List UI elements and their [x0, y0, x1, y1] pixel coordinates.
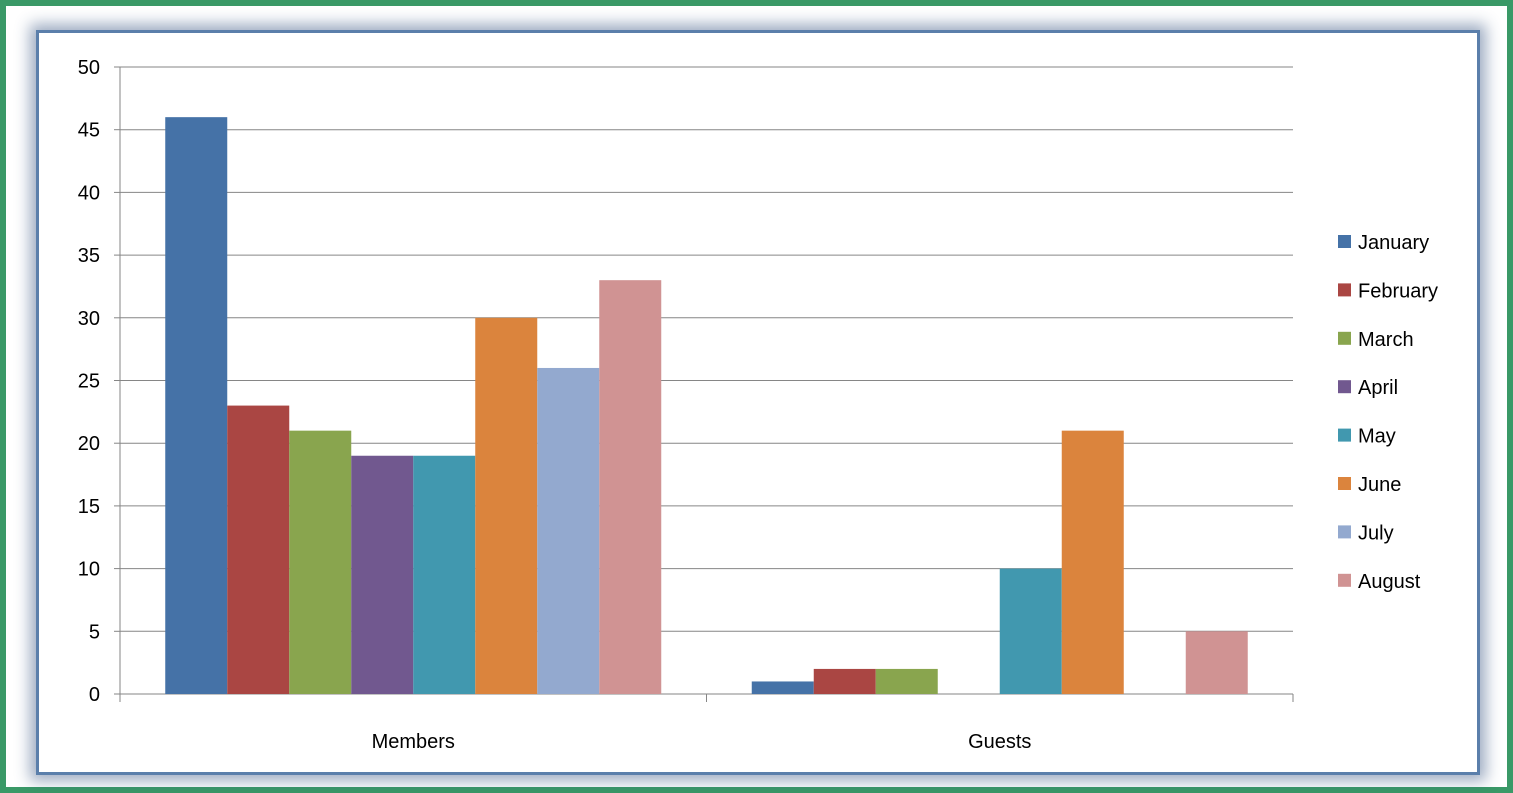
bar-january-members — [165, 117, 228, 694]
legend-swatch-may — [1338, 428, 1351, 442]
bars — [165, 117, 1248, 694]
legend-label-july: July — [1358, 522, 1394, 544]
legend-swatch-july — [1338, 525, 1351, 539]
legend-label-april: April — [1358, 377, 1398, 399]
legend-swatch-march — [1338, 331, 1351, 345]
y-tick-label: 45 — [78, 120, 100, 142]
legend-label-may: May — [1358, 426, 1396, 448]
bar-august-members — [599, 280, 662, 694]
bar-july-members — [537, 367, 600, 694]
x-category-label: Guests — [968, 731, 1031, 753]
bar-january-guests — [751, 681, 814, 694]
legend-swatch-february — [1338, 283, 1351, 297]
y-tick-label: 40 — [78, 182, 100, 204]
bar-february-members — [227, 405, 290, 694]
y-tick-label: 10 — [78, 559, 100, 581]
y-tick-label: 30 — [78, 308, 100, 330]
y-tick-label: 15 — [78, 496, 100, 518]
bar-march-members — [289, 430, 352, 694]
x-category-label: Members — [372, 731, 455, 753]
bar-june-members — [475, 317, 538, 694]
bar-may-guests — [999, 568, 1062, 694]
legend-label-january: January — [1358, 232, 1429, 254]
legend-label-june: June — [1358, 474, 1401, 496]
x-axis: Members Guests — [119, 693, 1294, 753]
legend-swatch-august — [1338, 573, 1351, 587]
y-tick-label: 5 — [89, 621, 100, 643]
legend-label-march: March — [1358, 329, 1414, 351]
bar-february-guests — [813, 668, 876, 694]
legend-label-february: February — [1358, 280, 1438, 302]
legend: January February March April May June July Augu… — [1338, 232, 1438, 593]
legend-label-august: August — [1358, 571, 1421, 593]
bar-april-members — [351, 455, 414, 694]
y-tick-label: 35 — [78, 245, 100, 267]
y-tick-label: 20 — [78, 433, 100, 455]
legend-swatch-january — [1338, 235, 1351, 248]
y-axis: 0 5 10 15 20 25 30 35 40 45 50 — [78, 57, 121, 706]
y-tick-label: 50 — [78, 57, 100, 79]
y-tick-label: 25 — [78, 371, 100, 393]
bar-may-members — [413, 455, 476, 694]
y-tick-label: 0 — [89, 684, 100, 706]
legend-swatch-april — [1338, 380, 1351, 394]
bar-june-guests — [1061, 430, 1124, 694]
bar-august-guests — [1185, 631, 1248, 694]
bar-march-guests — [875, 668, 938, 694]
legend-swatch-june — [1338, 477, 1351, 490]
